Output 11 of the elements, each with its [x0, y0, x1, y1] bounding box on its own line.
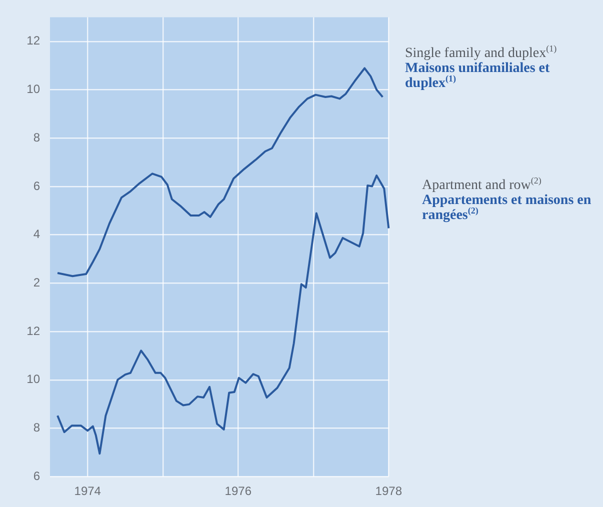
y2-tick-label: 2 [33, 275, 40, 290]
y-tick-label: 10 [26, 372, 40, 386]
series-label: Single family and duplex$^{(1)}$ Maisons unifamiliales et duplex$^{(1)}$ [405, 43, 558, 91]
x-tick-label: 1976 [224, 484, 252, 498]
y-tick-label: 8 [33, 420, 40, 435]
x-tick-label: 1974 [74, 484, 102, 498]
x-tick-label: 1978 [375, 484, 402, 498]
y2-tick-label: 4 [33, 227, 40, 242]
text: Apartment and row$^{(2)}$ Appartements et maisons en rangées$^{(2)}$ [422, 175, 592, 224]
y-tick-label: 12 [26, 324, 40, 338]
y-tick-label: 6 [33, 468, 40, 483]
